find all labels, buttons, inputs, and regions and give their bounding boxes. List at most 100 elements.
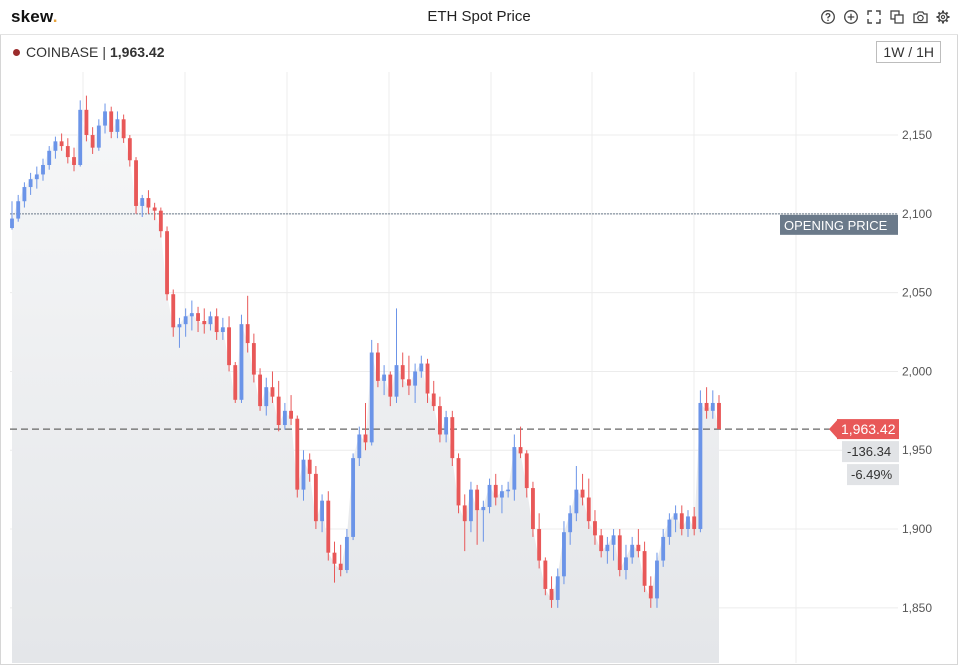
add-icon[interactable]	[842, 8, 860, 26]
candle-body	[78, 109, 83, 165]
candle-body	[84, 109, 89, 136]
candle-body	[710, 402, 715, 411]
y-tick-label: 1,950	[902, 443, 932, 457]
skew-logo[interactable]: skew.	[11, 7, 58, 26]
candle-body	[636, 544, 641, 552]
candle-body	[34, 174, 39, 180]
candle-body	[469, 489, 473, 522]
top-bar: skew. ETH Spot Price	[0, 0, 958, 35]
candle-body	[258, 374, 262, 407]
candle-body	[289, 410, 294, 419]
candle-body	[406, 379, 411, 386]
candle-body	[431, 393, 436, 407]
fullscreen-icon[interactable]	[865, 8, 883, 26]
candle-body	[413, 371, 418, 386]
y-tick-label: 1,900	[902, 522, 932, 536]
candle-body	[599, 535, 604, 552]
exchange-info: COINBASE | 1,963.42	[13, 44, 165, 60]
camera-icon[interactable]	[911, 8, 929, 26]
change-abs-label: -136.34	[842, 441, 899, 463]
candle-body	[642, 551, 647, 586]
change-pct-text: -6.49%	[851, 467, 893, 482]
candle-body	[183, 316, 188, 325]
candle-body	[363, 434, 368, 443]
timeframe-button[interactable]: 1W / 1H	[876, 41, 941, 63]
candles	[10, 95, 721, 608]
candle-body	[313, 473, 318, 522]
candle-body	[617, 535, 622, 571]
candle-body	[673, 513, 678, 520]
candle-body	[537, 529, 542, 561]
candle-body	[59, 141, 64, 147]
series-dot-icon	[13, 48, 20, 56]
candle-body	[320, 500, 325, 522]
candle-body	[605, 544, 610, 552]
exchange-name: COINBASE	[26, 44, 99, 60]
sub-header: COINBASE | 1,963.42 1W / 1H	[0, 35, 958, 71]
candle-body	[208, 316, 213, 325]
candle-body	[251, 343, 256, 375]
candle-body	[332, 552, 337, 564]
y-tick-label: 2,100	[902, 207, 932, 221]
candle-body	[425, 363, 430, 394]
candle-body	[158, 210, 163, 232]
candle-body	[450, 417, 455, 459]
candle-body	[53, 141, 58, 151]
candle-body	[375, 352, 380, 381]
candle-body	[295, 418, 300, 490]
candle-body	[140, 198, 145, 206]
candle-body	[437, 406, 442, 435]
candle-body	[400, 365, 405, 380]
header-price: 1,963.42	[110, 44, 165, 60]
candle-body	[667, 519, 672, 537]
candle-body	[655, 560, 659, 599]
price-area-fill	[12, 109, 719, 663]
candle-body	[196, 313, 200, 322]
help-icon[interactable]	[819, 8, 837, 26]
candle-body	[282, 410, 287, 426]
change-pct-label: -6.49%	[847, 464, 899, 486]
candle-body	[165, 231, 169, 295]
candle-body	[698, 402, 703, 530]
candle-body	[65, 146, 70, 158]
candle-body	[475, 489, 480, 511]
separator: |	[102, 44, 106, 60]
candle-body	[574, 489, 579, 514]
candle-body	[512, 447, 517, 490]
candle-body	[394, 365, 399, 397]
candle-body	[146, 198, 151, 208]
candle-body	[351, 458, 356, 537]
candle-body	[90, 135, 95, 148]
candle-body	[96, 125, 101, 148]
candle-body	[214, 316, 219, 333]
candle-body	[177, 324, 182, 328]
candle-body	[220, 327, 225, 333]
candle-body	[41, 164, 45, 175]
current-price-text: 1,963.42	[841, 421, 896, 437]
candle-body	[456, 458, 461, 506]
candle-body	[134, 160, 138, 206]
gear-icon[interactable]	[934, 8, 952, 26]
chart-title: ETH Spot Price	[427, 8, 531, 25]
candle-body	[543, 560, 548, 589]
toolbar	[819, 8, 952, 26]
y-tick-label: 2,000	[902, 364, 932, 378]
candle-body	[524, 453, 529, 489]
candle-body	[611, 535, 616, 545]
candle-body	[586, 497, 591, 522]
copy-icon[interactable]	[888, 8, 906, 26]
y-tick-label: 2,050	[902, 286, 932, 300]
candle-body	[239, 324, 244, 400]
candle-body	[661, 536, 666, 561]
candle-body	[127, 138, 132, 161]
candle-body	[264, 387, 269, 407]
candle-body	[593, 521, 597, 536]
candle-body	[109, 111, 114, 132]
candle-body	[549, 588, 554, 600]
candle-body	[555, 576, 560, 600]
candle-body	[189, 313, 194, 317]
candle-body	[531, 488, 535, 530]
candle-body	[493, 484, 498, 498]
y-tick-label: 2,150	[902, 128, 932, 142]
